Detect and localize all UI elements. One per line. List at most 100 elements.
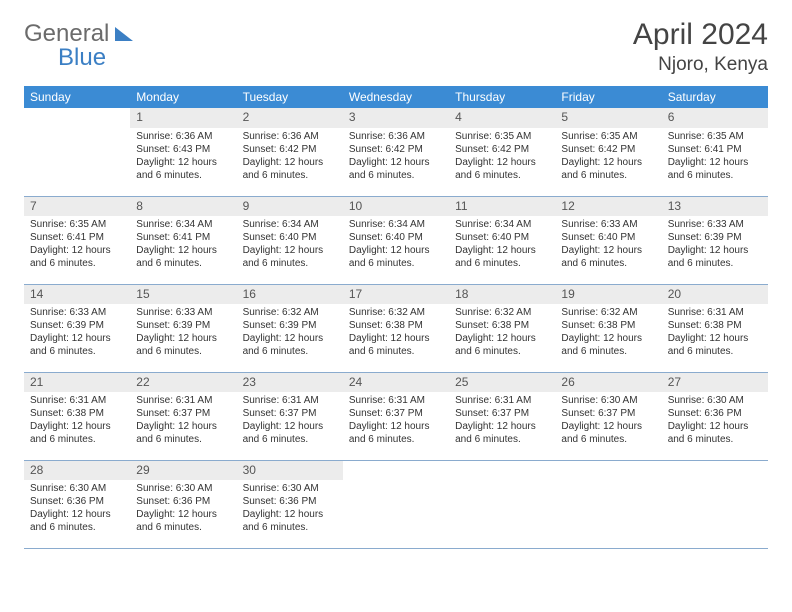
day-number: 26 bbox=[555, 373, 661, 393]
day-detail-line: and 6 minutes. bbox=[136, 521, 230, 534]
day-detail-line: Sunrise: 6:35 AM bbox=[30, 218, 124, 231]
day-detail-line: Daylight: 12 hours bbox=[243, 156, 337, 169]
weekday-header: Wednesday bbox=[343, 86, 449, 108]
day-detail-line: Daylight: 12 hours bbox=[455, 332, 549, 345]
calendar-day-cell: 27Sunrise: 6:30 AMSunset: 6:36 PMDayligh… bbox=[662, 372, 768, 460]
day-detail-line: Daylight: 12 hours bbox=[349, 332, 443, 345]
day-detail-line: Sunrise: 6:31 AM bbox=[349, 394, 443, 407]
day-number: 11 bbox=[449, 197, 555, 217]
day-detail-line: Sunset: 6:42 PM bbox=[561, 143, 655, 156]
day-detail-line: Sunrise: 6:32 AM bbox=[243, 306, 337, 319]
calendar-day-cell: 13Sunrise: 6:33 AMSunset: 6:39 PMDayligh… bbox=[662, 196, 768, 284]
day-content: Sunrise: 6:30 AMSunset: 6:36 PMDaylight:… bbox=[24, 480, 130, 538]
calendar-day-cell: 3Sunrise: 6:36 AMSunset: 6:42 PMDaylight… bbox=[343, 108, 449, 196]
day-detail-line: Sunrise: 6:32 AM bbox=[349, 306, 443, 319]
day-detail-line: and 6 minutes. bbox=[561, 345, 655, 358]
day-content: Sunrise: 6:30 AMSunset: 6:36 PMDaylight:… bbox=[130, 480, 236, 538]
weekday-header: Sunday bbox=[24, 86, 130, 108]
logo-text-1: General bbox=[24, 22, 109, 46]
day-detail-line: Sunrise: 6:34 AM bbox=[349, 218, 443, 231]
day-detail-line: Daylight: 12 hours bbox=[561, 156, 655, 169]
calendar-day-cell: 11Sunrise: 6:34 AMSunset: 6:40 PMDayligh… bbox=[449, 196, 555, 284]
page-header: General Blue April 2024 Njoro, Kenya bbox=[24, 18, 768, 76]
calendar-day-cell bbox=[555, 460, 661, 548]
day-detail-line: and 6 minutes. bbox=[136, 169, 230, 182]
calendar-day-cell: 14Sunrise: 6:33 AMSunset: 6:39 PMDayligh… bbox=[24, 284, 130, 372]
day-detail-line: Sunrise: 6:31 AM bbox=[668, 306, 762, 319]
day-detail-line: Sunset: 6:43 PM bbox=[136, 143, 230, 156]
day-detail-line: and 6 minutes. bbox=[668, 257, 762, 270]
day-detail-line: and 6 minutes. bbox=[455, 345, 549, 358]
day-detail-line: Daylight: 12 hours bbox=[455, 244, 549, 257]
calendar-day-cell: 9Sunrise: 6:34 AMSunset: 6:40 PMDaylight… bbox=[237, 196, 343, 284]
day-detail-line: Sunrise: 6:34 AM bbox=[136, 218, 230, 231]
day-content: Sunrise: 6:30 AMSunset: 6:37 PMDaylight:… bbox=[555, 392, 661, 450]
day-detail-line: Sunset: 6:42 PM bbox=[243, 143, 337, 156]
day-detail-line: Sunrise: 6:33 AM bbox=[668, 218, 762, 231]
day-detail-line: Sunset: 6:37 PM bbox=[561, 407, 655, 420]
day-content: Sunrise: 6:31 AMSunset: 6:37 PMDaylight:… bbox=[343, 392, 449, 450]
day-number: 18 bbox=[449, 285, 555, 305]
day-detail-line: Daylight: 12 hours bbox=[30, 332, 124, 345]
day-detail-line: Daylight: 12 hours bbox=[136, 244, 230, 257]
day-content: Sunrise: 6:32 AMSunset: 6:38 PMDaylight:… bbox=[343, 304, 449, 362]
day-detail-line: Sunset: 6:40 PM bbox=[243, 231, 337, 244]
day-detail-line: Daylight: 12 hours bbox=[668, 420, 762, 433]
day-content: Sunrise: 6:34 AMSunset: 6:40 PMDaylight:… bbox=[343, 216, 449, 274]
day-detail-line: and 6 minutes. bbox=[136, 433, 230, 446]
day-content bbox=[343, 480, 449, 486]
day-detail-line: Daylight: 12 hours bbox=[30, 420, 124, 433]
day-number: 15 bbox=[130, 285, 236, 305]
day-detail-line: Sunset: 6:42 PM bbox=[349, 143, 443, 156]
day-detail-line: Daylight: 12 hours bbox=[30, 244, 124, 257]
day-number: 12 bbox=[555, 197, 661, 217]
calendar-week-row: 21Sunrise: 6:31 AMSunset: 6:38 PMDayligh… bbox=[24, 372, 768, 460]
day-detail-line: Sunrise: 6:33 AM bbox=[561, 218, 655, 231]
calendar-day-cell: 26Sunrise: 6:30 AMSunset: 6:37 PMDayligh… bbox=[555, 372, 661, 460]
day-content bbox=[662, 480, 768, 486]
calendar-day-cell: 12Sunrise: 6:33 AMSunset: 6:40 PMDayligh… bbox=[555, 196, 661, 284]
day-content bbox=[449, 480, 555, 486]
logo-triangle-icon bbox=[115, 27, 133, 41]
day-detail-line: Daylight: 12 hours bbox=[349, 420, 443, 433]
day-detail-line: Daylight: 12 hours bbox=[561, 332, 655, 345]
calendar-week-row: 1Sunrise: 6:36 AMSunset: 6:43 PMDaylight… bbox=[24, 108, 768, 196]
day-number: 7 bbox=[24, 197, 130, 217]
day-detail-line: Daylight: 12 hours bbox=[561, 244, 655, 257]
day-detail-line: Sunset: 6:39 PM bbox=[243, 319, 337, 332]
day-detail-line: Daylight: 12 hours bbox=[30, 508, 124, 521]
day-number: 8 bbox=[130, 197, 236, 217]
day-content: Sunrise: 6:35 AMSunset: 6:41 PMDaylight:… bbox=[662, 128, 768, 186]
day-detail-line: Sunrise: 6:35 AM bbox=[668, 130, 762, 143]
day-detail-line: and 6 minutes. bbox=[668, 345, 762, 358]
weekday-header: Tuesday bbox=[237, 86, 343, 108]
calendar-day-cell: 10Sunrise: 6:34 AMSunset: 6:40 PMDayligh… bbox=[343, 196, 449, 284]
day-content: Sunrise: 6:35 AMSunset: 6:42 PMDaylight:… bbox=[449, 128, 555, 186]
day-detail-line: Sunset: 6:37 PM bbox=[455, 407, 549, 420]
calendar-day-cell bbox=[449, 460, 555, 548]
day-detail-line: and 6 minutes. bbox=[455, 257, 549, 270]
calendar-day-cell: 28Sunrise: 6:30 AMSunset: 6:36 PMDayligh… bbox=[24, 460, 130, 548]
day-detail-line: Sunrise: 6:36 AM bbox=[136, 130, 230, 143]
day-detail-line: Sunrise: 6:33 AM bbox=[30, 306, 124, 319]
day-detail-line: Sunrise: 6:30 AM bbox=[136, 482, 230, 495]
weekday-header: Saturday bbox=[662, 86, 768, 108]
day-detail-line: and 6 minutes. bbox=[243, 257, 337, 270]
calendar-day-cell: 16Sunrise: 6:32 AMSunset: 6:39 PMDayligh… bbox=[237, 284, 343, 372]
day-detail-line: and 6 minutes. bbox=[349, 433, 443, 446]
calendar-day-cell: 2Sunrise: 6:36 AMSunset: 6:42 PMDaylight… bbox=[237, 108, 343, 196]
day-detail-line: Sunrise: 6:32 AM bbox=[561, 306, 655, 319]
day-content: Sunrise: 6:32 AMSunset: 6:39 PMDaylight:… bbox=[237, 304, 343, 362]
calendar-day-cell bbox=[24, 108, 130, 196]
day-detail-line: Daylight: 12 hours bbox=[243, 332, 337, 345]
day-detail-line: Sunset: 6:39 PM bbox=[30, 319, 124, 332]
day-number: 14 bbox=[24, 285, 130, 305]
day-number: 22 bbox=[130, 373, 236, 393]
day-detail-line: and 6 minutes. bbox=[243, 433, 337, 446]
day-detail-line: and 6 minutes. bbox=[243, 169, 337, 182]
day-detail-line: and 6 minutes. bbox=[136, 345, 230, 358]
day-number: 20 bbox=[662, 285, 768, 305]
day-content: Sunrise: 6:36 AMSunset: 6:43 PMDaylight:… bbox=[130, 128, 236, 186]
day-detail-line: Sunrise: 6:36 AM bbox=[243, 130, 337, 143]
day-detail-line: Sunset: 6:36 PM bbox=[668, 407, 762, 420]
